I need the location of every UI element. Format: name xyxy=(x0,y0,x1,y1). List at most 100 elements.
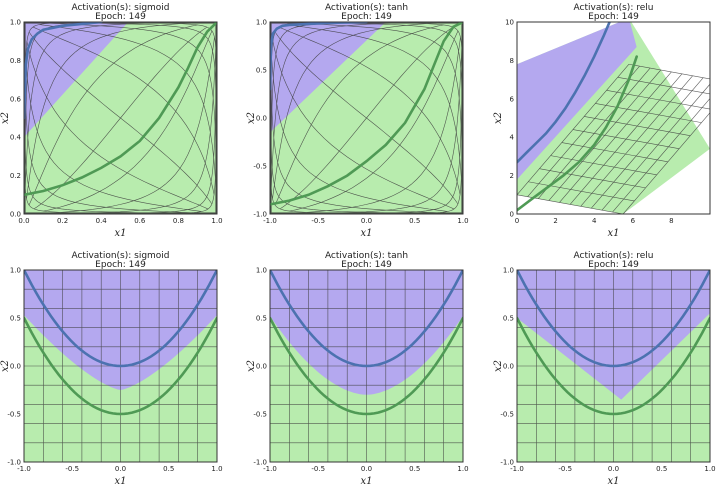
x-tick-label: 1.0 xyxy=(704,465,715,473)
class-green-curve xyxy=(517,55,638,212)
panel-5: -1.0 -0.5 0.0 0.5 1.0 -1.0 -0.5 0.0 0.5 1.0 Activa… xyxy=(246,251,469,487)
x-tick-label: 1.0 xyxy=(457,465,468,473)
plot-area xyxy=(24,270,217,462)
y-tick-label: -1.0 xyxy=(500,459,514,467)
x-tick-label: 0.6 xyxy=(134,217,146,225)
y-tick-label: 0.5 xyxy=(503,315,514,323)
x-axis-label: x1 xyxy=(607,228,619,239)
warped-grid xyxy=(517,63,710,214)
purple-region xyxy=(517,22,637,180)
y-axis-label: x2 xyxy=(246,360,257,372)
svg-text:x2: x2 xyxy=(493,360,504,372)
y-tick-label: 2 xyxy=(510,172,514,180)
x-tick-label: -1.0 xyxy=(17,465,31,473)
axes-frame xyxy=(23,269,218,463)
panel-title: Activation(s): relu xyxy=(574,3,654,13)
panel-subtitle: Epoch: 149 xyxy=(588,12,639,22)
y-tick-label: 1.0 xyxy=(256,19,267,27)
x-tick-label: 2 xyxy=(553,217,557,225)
x-axis-label: x1 xyxy=(360,476,372,487)
axes-frame xyxy=(269,269,464,463)
y-tick-label: -0.5 xyxy=(253,163,267,171)
x-tick-label: -0.5 xyxy=(558,465,572,473)
svg-text:x1: x1 xyxy=(360,228,372,239)
class-green-curve xyxy=(24,316,217,416)
y-tick-label: 8 xyxy=(510,57,514,65)
class-green-curve xyxy=(24,22,217,197)
panel-title: Activation(s): relu xyxy=(574,251,654,261)
panel-subtitle: Epoch: 149 xyxy=(95,260,146,270)
x-tick-label: 8 xyxy=(669,217,673,225)
x-axis-label: x1 xyxy=(114,228,126,239)
panel-subtitle: Epoch: 149 xyxy=(95,12,146,22)
y-tick-label: 0 xyxy=(510,211,514,219)
panel-title: Activation(s): sigmoid xyxy=(71,3,169,13)
plot-area xyxy=(270,22,463,214)
panel-subtitle: Epoch: 149 xyxy=(588,260,639,270)
x-tick-label: 0.2 xyxy=(57,217,68,225)
panel-title: Activation(s): sigmoid xyxy=(71,251,169,261)
y-tick-label: 0.0 xyxy=(503,363,514,371)
y-tick-label: 0.0 xyxy=(256,115,267,123)
class-blue-curve xyxy=(24,270,217,368)
plot-area xyxy=(270,270,463,462)
x-tick-label: 1.0 xyxy=(211,217,222,225)
plot-area xyxy=(24,22,217,214)
class-green-curve xyxy=(270,22,463,206)
x-tick-label: 1.0 xyxy=(211,465,222,473)
x-tick-label: -1.0 xyxy=(263,217,277,225)
warped-grid xyxy=(517,270,710,462)
panel-6: -1.0 -0.5 0.0 0.5 1.0 -1.0 -0.5 0.0 0.5 1.0 Activa… xyxy=(493,251,716,487)
x-tick-label: -0.5 xyxy=(311,217,325,225)
y-tick-label: 0.5 xyxy=(256,67,267,75)
x-tick-label: -0.5 xyxy=(65,465,79,473)
x-tick-label: 4 xyxy=(592,217,597,225)
x-tick-label: 0.0 xyxy=(608,465,619,473)
panel-2: -1.0 -0.5 0.0 0.5 1.0 -1.0 -0.5 0.0 0.5 1.0 Activa… xyxy=(246,3,469,239)
svg-text:x1: x1 xyxy=(114,228,126,239)
x-tick-label: 0.0 xyxy=(18,217,29,225)
warped-grid xyxy=(24,22,217,214)
x-tick-label: 0.5 xyxy=(409,217,420,225)
class-blue-curve xyxy=(517,270,710,368)
class-blue-curve xyxy=(270,22,368,91)
warped-grid xyxy=(24,270,217,462)
y-tick-label: 10 xyxy=(505,19,514,27)
axes-frame xyxy=(516,269,711,463)
purple-region xyxy=(24,22,129,138)
y-tick-label: -1.0 xyxy=(253,211,267,219)
y-tick-label: 0.8 xyxy=(10,57,21,65)
purple-region xyxy=(270,22,386,133)
class-blue-curve xyxy=(270,270,463,368)
x-tick-label: 6 xyxy=(631,217,636,225)
y-tick-label: 0.6 xyxy=(10,95,22,103)
y-axis-label: x2 xyxy=(0,112,11,124)
svg-text:x2: x2 xyxy=(0,112,11,124)
y-tick-label: 1.0 xyxy=(10,19,21,27)
y-tick-label: 1.0 xyxy=(503,267,514,275)
y-tick-label: 0.0 xyxy=(256,363,267,371)
svg-text:x1: x1 xyxy=(607,476,619,487)
x-tick-label: 0.8 xyxy=(173,217,184,225)
x-tick-label: 0.0 xyxy=(115,465,126,473)
x-tick-label: 0.0 xyxy=(361,217,372,225)
x-tick-label: -1.0 xyxy=(263,465,277,473)
axes-frame xyxy=(269,21,464,215)
x-tick-label: 0 xyxy=(515,217,519,225)
axes-frame xyxy=(23,21,218,215)
x-tick-label: -1.0 xyxy=(510,465,524,473)
panel-subtitle: Epoch: 149 xyxy=(341,260,392,270)
svg-text:x2: x2 xyxy=(0,360,11,372)
x-tick-label: 1.0 xyxy=(457,217,468,225)
y-tick-label: -0.5 xyxy=(7,411,21,419)
panel-title: Activation(s): tanh xyxy=(325,3,408,13)
x-tick-label: 0.5 xyxy=(163,465,174,473)
x-axis-label: x1 xyxy=(360,228,372,239)
svg-text:x1: x1 xyxy=(360,476,372,487)
y-tick-label: 0.5 xyxy=(256,315,267,323)
x-tick-label: -0.5 xyxy=(311,465,325,473)
y-tick-label: 0.0 xyxy=(10,211,21,219)
panel-title: Activation(s): tanh xyxy=(325,251,408,261)
x-tick-label: 0.5 xyxy=(656,465,667,473)
svg-text:x2: x2 xyxy=(493,112,504,124)
